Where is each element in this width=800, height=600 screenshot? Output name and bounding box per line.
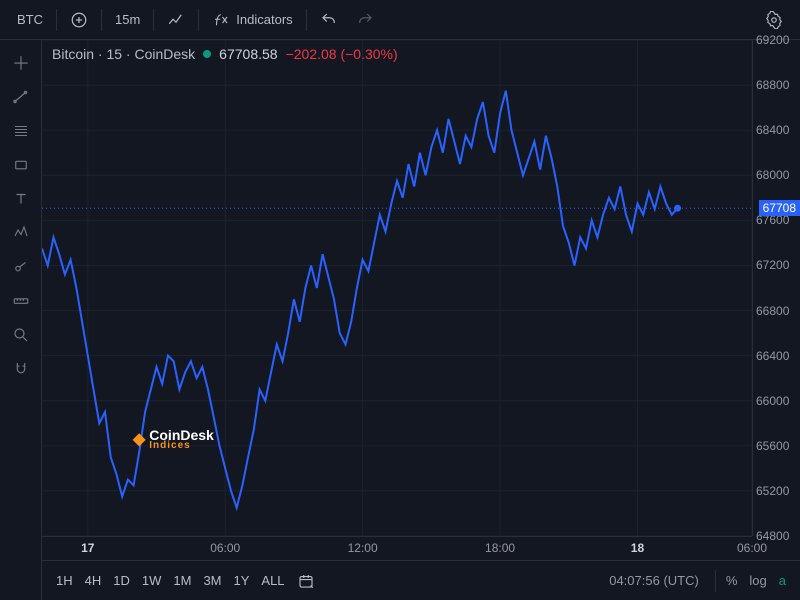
legend-price: 67708.58 [219,46,277,62]
shapes-tool[interactable] [6,150,36,180]
chart-style-button[interactable] [160,6,192,34]
chart-area: Bitcoin · 15 · CoinDesk 67708.58 −202.08… [42,40,800,560]
interval-button[interactable]: 15m [108,6,147,34]
legend-change: −202.08 (−0.30%) [286,46,398,62]
fib-icon [12,122,30,140]
x-axis[interactable]: 1706:0012:0018:001806:00 [42,536,752,560]
pattern-icon [12,224,30,242]
market-status-dot [203,50,211,58]
trendline-tool[interactable] [6,82,36,112]
left-toolbar [0,40,42,600]
forecast-icon [12,258,30,276]
y-tick: 68800 [752,78,800,92]
range-4h[interactable]: 4H [79,569,108,592]
zoom-icon [12,326,30,344]
separator [198,9,199,31]
plus-circle-icon [70,11,88,29]
chart-legend: Bitcoin · 15 · CoinDesk 67708.58 −202.08… [52,46,398,62]
range-1w[interactable]: 1W [136,569,168,592]
y-tick: 66800 [752,304,800,318]
clock[interactable]: 04:07:56 (UTC) [609,573,699,588]
cursor-tool[interactable] [6,48,36,78]
crosshair-icon [12,54,30,72]
x-tick: 12:00 [348,541,378,555]
interval-label: 15m [115,12,140,27]
ruler-icon [12,292,30,310]
y-tick: 68000 [752,168,800,182]
symbol-button[interactable]: BTC [10,6,50,34]
y-tick: 67200 [752,258,800,272]
range-1m[interactable]: 1M [167,569,197,592]
y-tick: 65600 [752,439,800,453]
top-toolbar: BTC 15m Indicators [0,0,800,40]
pattern-tool[interactable] [6,218,36,248]
range-selector: 1H4H1D1W1M3M1YALL [50,569,291,592]
log-scale-button[interactable]: log [743,573,772,588]
undo-icon [320,11,338,29]
redo-button[interactable] [349,6,381,34]
x-tick: 17 [81,541,94,555]
separator [306,9,307,31]
separator [56,9,57,31]
x-tick: 06:00 [210,541,240,555]
undo-button[interactable] [313,6,345,34]
range-1y[interactable]: 1Y [228,569,256,592]
text-icon [12,190,30,208]
fib-tool[interactable] [6,116,36,146]
price-plot[interactable] [42,40,752,536]
range-1d[interactable]: 1D [107,569,136,592]
auto-scale-button[interactable]: a [773,573,792,588]
x-tick: 18:00 [485,541,515,555]
text-tool[interactable] [6,184,36,214]
calendar-icon [297,572,315,590]
settings-button[interactable] [758,6,790,34]
magnet-tool[interactable] [6,354,36,384]
y-current-price-label: 67708 [759,200,800,216]
y-tick: 66400 [752,349,800,363]
coindesk-logo-icon: ◆ [133,429,145,449]
separator [715,570,716,592]
indicators-label: Indicators [236,12,292,27]
clock-tz: (UTC) [663,573,698,588]
measure-tool[interactable] [6,286,36,316]
add-button[interactable] [63,6,95,34]
gear-icon [765,11,783,29]
range-all[interactable]: ALL [255,569,290,592]
shapes-icon [12,156,30,174]
separator [101,9,102,31]
coindesk-watermark: ◆ CoinDesk Indices [133,427,214,451]
y-tick: 68400 [752,123,800,137]
legend-title: Bitcoin · 15 · CoinDesk [52,46,195,62]
separator [153,9,154,31]
bottom-toolbar: 1H4H1D1W1M3M1YALL 04:07:56 (UTC) % log a [42,560,800,600]
y-tick: 66000 [752,394,800,408]
magnet-icon [12,360,30,378]
y-tick: 69200 [752,33,800,47]
zoom-tool[interactable] [6,320,36,350]
clock-time: 04:07:56 [609,573,660,588]
x-tick: 18 [631,541,644,555]
goto-date-button[interactable] [291,568,321,594]
symbol-label: BTC [17,12,43,27]
percent-scale-button[interactable]: % [720,573,744,588]
fx-icon [212,11,230,29]
trendline-icon [12,88,30,106]
forecast-tool[interactable] [6,252,36,282]
y-axis[interactable]: 6480065200656006600066400668006720067600… [752,40,800,536]
range-1h[interactable]: 1H [50,569,79,592]
range-3m[interactable]: 3M [197,569,227,592]
x-tick: 06:00 [737,541,767,555]
line-chart-icon [167,11,185,29]
y-tick: 65200 [752,484,800,498]
indicators-button[interactable]: Indicators [205,6,299,34]
redo-icon [356,11,374,29]
